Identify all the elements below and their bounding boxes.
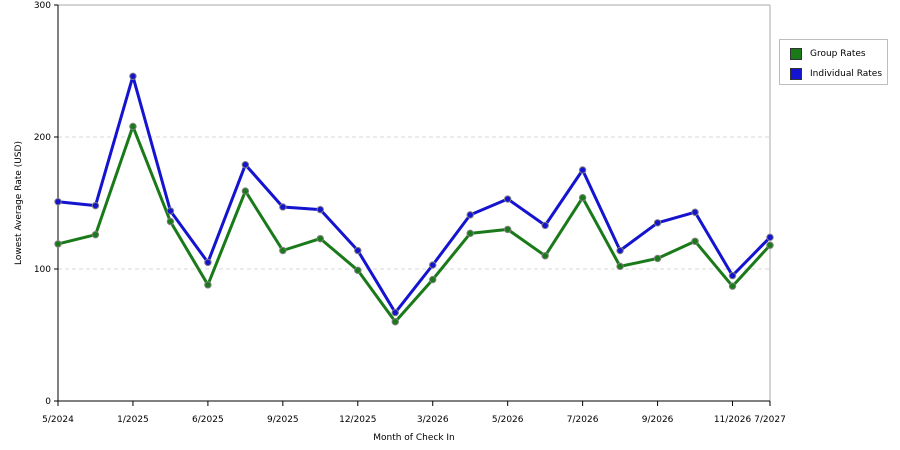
x-tick-label-3: 9/2025 bbox=[267, 415, 299, 425]
x-axis-title: Month of Check In bbox=[373, 433, 455, 443]
x-tick-label-5: 3/2026 bbox=[417, 415, 449, 425]
x-tick-label-1: 1/2025 bbox=[117, 415, 149, 425]
x-tick-label-7: 7/2026 bbox=[567, 415, 599, 425]
x-tick-label-9: 11/2026 bbox=[714, 415, 752, 425]
legend-item-individual: Individual Rates bbox=[790, 67, 882, 81]
y-tick-label-300: 300 bbox=[34, 1, 51, 11]
data-point-1-1 bbox=[91, 201, 100, 210]
x-tick-label-10: 7/2027 bbox=[754, 415, 786, 425]
data-point-1-15 bbox=[616, 246, 624, 255]
data-point-1-18 bbox=[728, 271, 737, 280]
data-point-1-12 bbox=[503, 195, 512, 203]
data-point-0-5 bbox=[241, 187, 250, 195]
data-point-1-8 bbox=[354, 246, 362, 255]
data-point-1-2 bbox=[129, 72, 137, 80]
data-point-1-19 bbox=[766, 233, 774, 242]
y-tick-label-100: 100 bbox=[34, 265, 51, 275]
data-point-0-0 bbox=[54, 240, 62, 248]
data-point-0-8 bbox=[354, 266, 362, 275]
legend-swatch-individual bbox=[790, 68, 802, 80]
data-point-0-16 bbox=[653, 254, 662, 263]
y-tick-label-200: 200 bbox=[34, 133, 51, 143]
data-point-1-11 bbox=[466, 211, 474, 219]
data-point-0-1 bbox=[91, 230, 100, 239]
data-point-1-5 bbox=[241, 161, 250, 169]
data-point-1-10 bbox=[429, 261, 437, 269]
data-point-0-13 bbox=[541, 252, 549, 260]
data-point-0-12 bbox=[503, 225, 512, 234]
data-point-1-9 bbox=[391, 308, 399, 317]
y-axis-title: Lowest Average Rate (USD) bbox=[14, 141, 24, 265]
legend-label-group: Group Rates bbox=[810, 49, 866, 59]
data-point-1-17 bbox=[691, 208, 699, 216]
data-point-0-14 bbox=[578, 194, 587, 202]
data-point-1-14 bbox=[578, 166, 587, 174]
data-point-0-2 bbox=[129, 122, 137, 131]
data-point-1-16 bbox=[653, 219, 662, 227]
legend: Group Rates Individual Rates bbox=[779, 39, 888, 85]
x-tick-label-0: 5/2024 bbox=[42, 415, 74, 425]
data-point-1-13 bbox=[541, 221, 549, 230]
data-point-0-3 bbox=[166, 217, 175, 226]
data-point-0-18 bbox=[728, 282, 737, 290]
data-point-0-9 bbox=[391, 318, 399, 326]
data-point-0-4 bbox=[204, 281, 212, 289]
data-point-0-6 bbox=[279, 246, 287, 255]
data-point-0-7 bbox=[316, 234, 325, 243]
data-point-0-19 bbox=[766, 241, 774, 249]
legend-item-group: Group Rates bbox=[790, 47, 866, 61]
data-point-0-17 bbox=[691, 237, 699, 245]
x-tick-label-2: 6/2025 bbox=[192, 415, 224, 425]
x-tick-label-6: 5/2026 bbox=[492, 415, 524, 425]
data-point-1-7 bbox=[316, 205, 325, 214]
data-point-1-6 bbox=[279, 203, 287, 211]
data-point-0-15 bbox=[616, 262, 624, 271]
data-point-1-4 bbox=[204, 258, 212, 267]
data-point-0-10 bbox=[429, 275, 437, 284]
y-tick-label-0: 0 bbox=[45, 397, 51, 407]
series-line-1 bbox=[56, 74, 772, 315]
data-point-1-0 bbox=[54, 197, 62, 206]
data-point-0-11 bbox=[466, 229, 474, 238]
x-tick-label-8: 9/2026 bbox=[642, 415, 674, 425]
series-line-0 bbox=[56, 124, 772, 324]
legend-label-individual: Individual Rates bbox=[810, 69, 883, 79]
x-tick-label-4: 12/2025 bbox=[339, 415, 376, 425]
legend-swatch-group bbox=[790, 48, 802, 60]
data-point-1-3 bbox=[166, 207, 175, 215]
